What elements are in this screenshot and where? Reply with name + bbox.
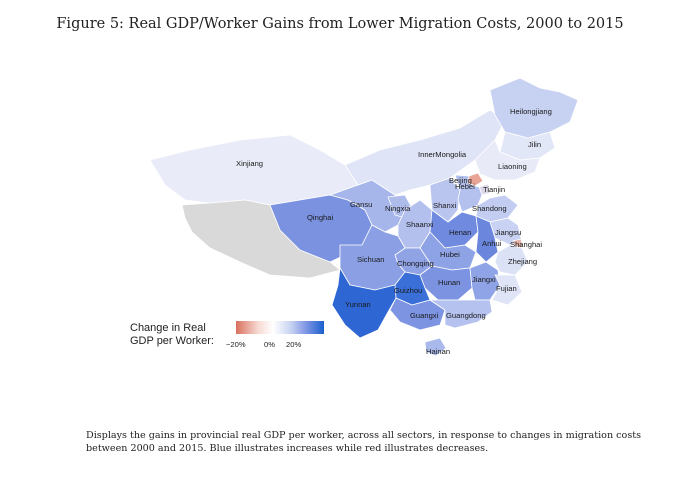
province-label-hunan: Hunan xyxy=(438,278,460,287)
province-label-sichuan: Sichuan xyxy=(357,255,384,264)
province-guangxi xyxy=(389,297,446,331)
province-label-hebei: Hebei xyxy=(455,182,475,191)
province-label-gansu: Gansu xyxy=(350,200,372,209)
province-label-fujian: Fujian xyxy=(496,284,517,293)
province-label-hainan: Hainan xyxy=(426,347,450,356)
province-label-guangdong: Guangdong xyxy=(446,311,486,320)
province-label-qinghai: Qinghai xyxy=(307,213,333,222)
legend-title-line2: GDP per Worker: xyxy=(130,335,214,347)
province-guangdong xyxy=(429,299,493,329)
province-label-ningxia: Ningxia xyxy=(385,204,411,213)
legend-title-line1: Change in Real xyxy=(130,322,206,334)
province-label-innermongolia: InnerMongolia xyxy=(418,150,467,159)
province-zhejiang xyxy=(494,244,529,276)
province-heilongjiang xyxy=(489,77,579,139)
province-hebei xyxy=(454,174,483,213)
province-label-tianjin: Tianjin xyxy=(483,185,505,194)
province-label-anhui: Anhui xyxy=(482,239,502,248)
province-label-shanghai: Shanghai xyxy=(510,240,542,249)
province-label-xinjiang: Xinjiang xyxy=(236,159,263,168)
province-label-jiangsu: Jiangsu xyxy=(495,228,521,237)
province-yunnan xyxy=(331,267,397,339)
province-label-jilin: Jilin xyxy=(528,140,541,149)
province-label-shaanxi: Shaanxi xyxy=(406,220,434,229)
province-label-shanxi: Shanxi xyxy=(433,201,457,210)
legend-tick-neg20: −20% xyxy=(226,340,246,349)
province-liaoning xyxy=(474,139,541,181)
legend-tick-pos20: 20% xyxy=(286,340,302,349)
province-jiangxi xyxy=(469,261,501,301)
province-xinjiang xyxy=(149,134,359,206)
province-label-zhejiang: Zhejiang xyxy=(508,257,537,266)
province-label-guizhou: Guizhou xyxy=(394,286,422,295)
province-label-shandong: Shandong xyxy=(472,204,507,213)
province-fujian xyxy=(491,274,523,306)
legend-tick-0: 0% xyxy=(264,340,275,349)
legend-title: Change in Real GDP per Worker: xyxy=(130,322,214,348)
province-label-hubei: Hubei xyxy=(440,250,460,259)
legend-ticks: −20% 0% 20% xyxy=(226,340,326,352)
province-label-liaoning: Liaoning xyxy=(498,162,527,171)
province-label-beijing: Beijing xyxy=(449,176,472,185)
province-anhui xyxy=(475,215,499,263)
figure-title: Figure 5: Real GDP/Worker Gains from Low… xyxy=(56,16,624,32)
legend-color-bar xyxy=(236,321,324,334)
figure-caption: Displays the gains in provincial real GD… xyxy=(86,430,642,454)
province-label-jiangxi: Jiangxi xyxy=(472,275,496,284)
province-label-chongqing: Chongqing xyxy=(397,259,434,268)
province-label-yunnan: Yunnan xyxy=(345,300,371,309)
province-label-heilongjiang: Heilongjiang xyxy=(510,107,552,116)
province-hainan xyxy=(424,337,447,357)
province-label-henan: Henan xyxy=(449,228,471,237)
province-label-guangxi: Guangxi xyxy=(410,311,439,320)
